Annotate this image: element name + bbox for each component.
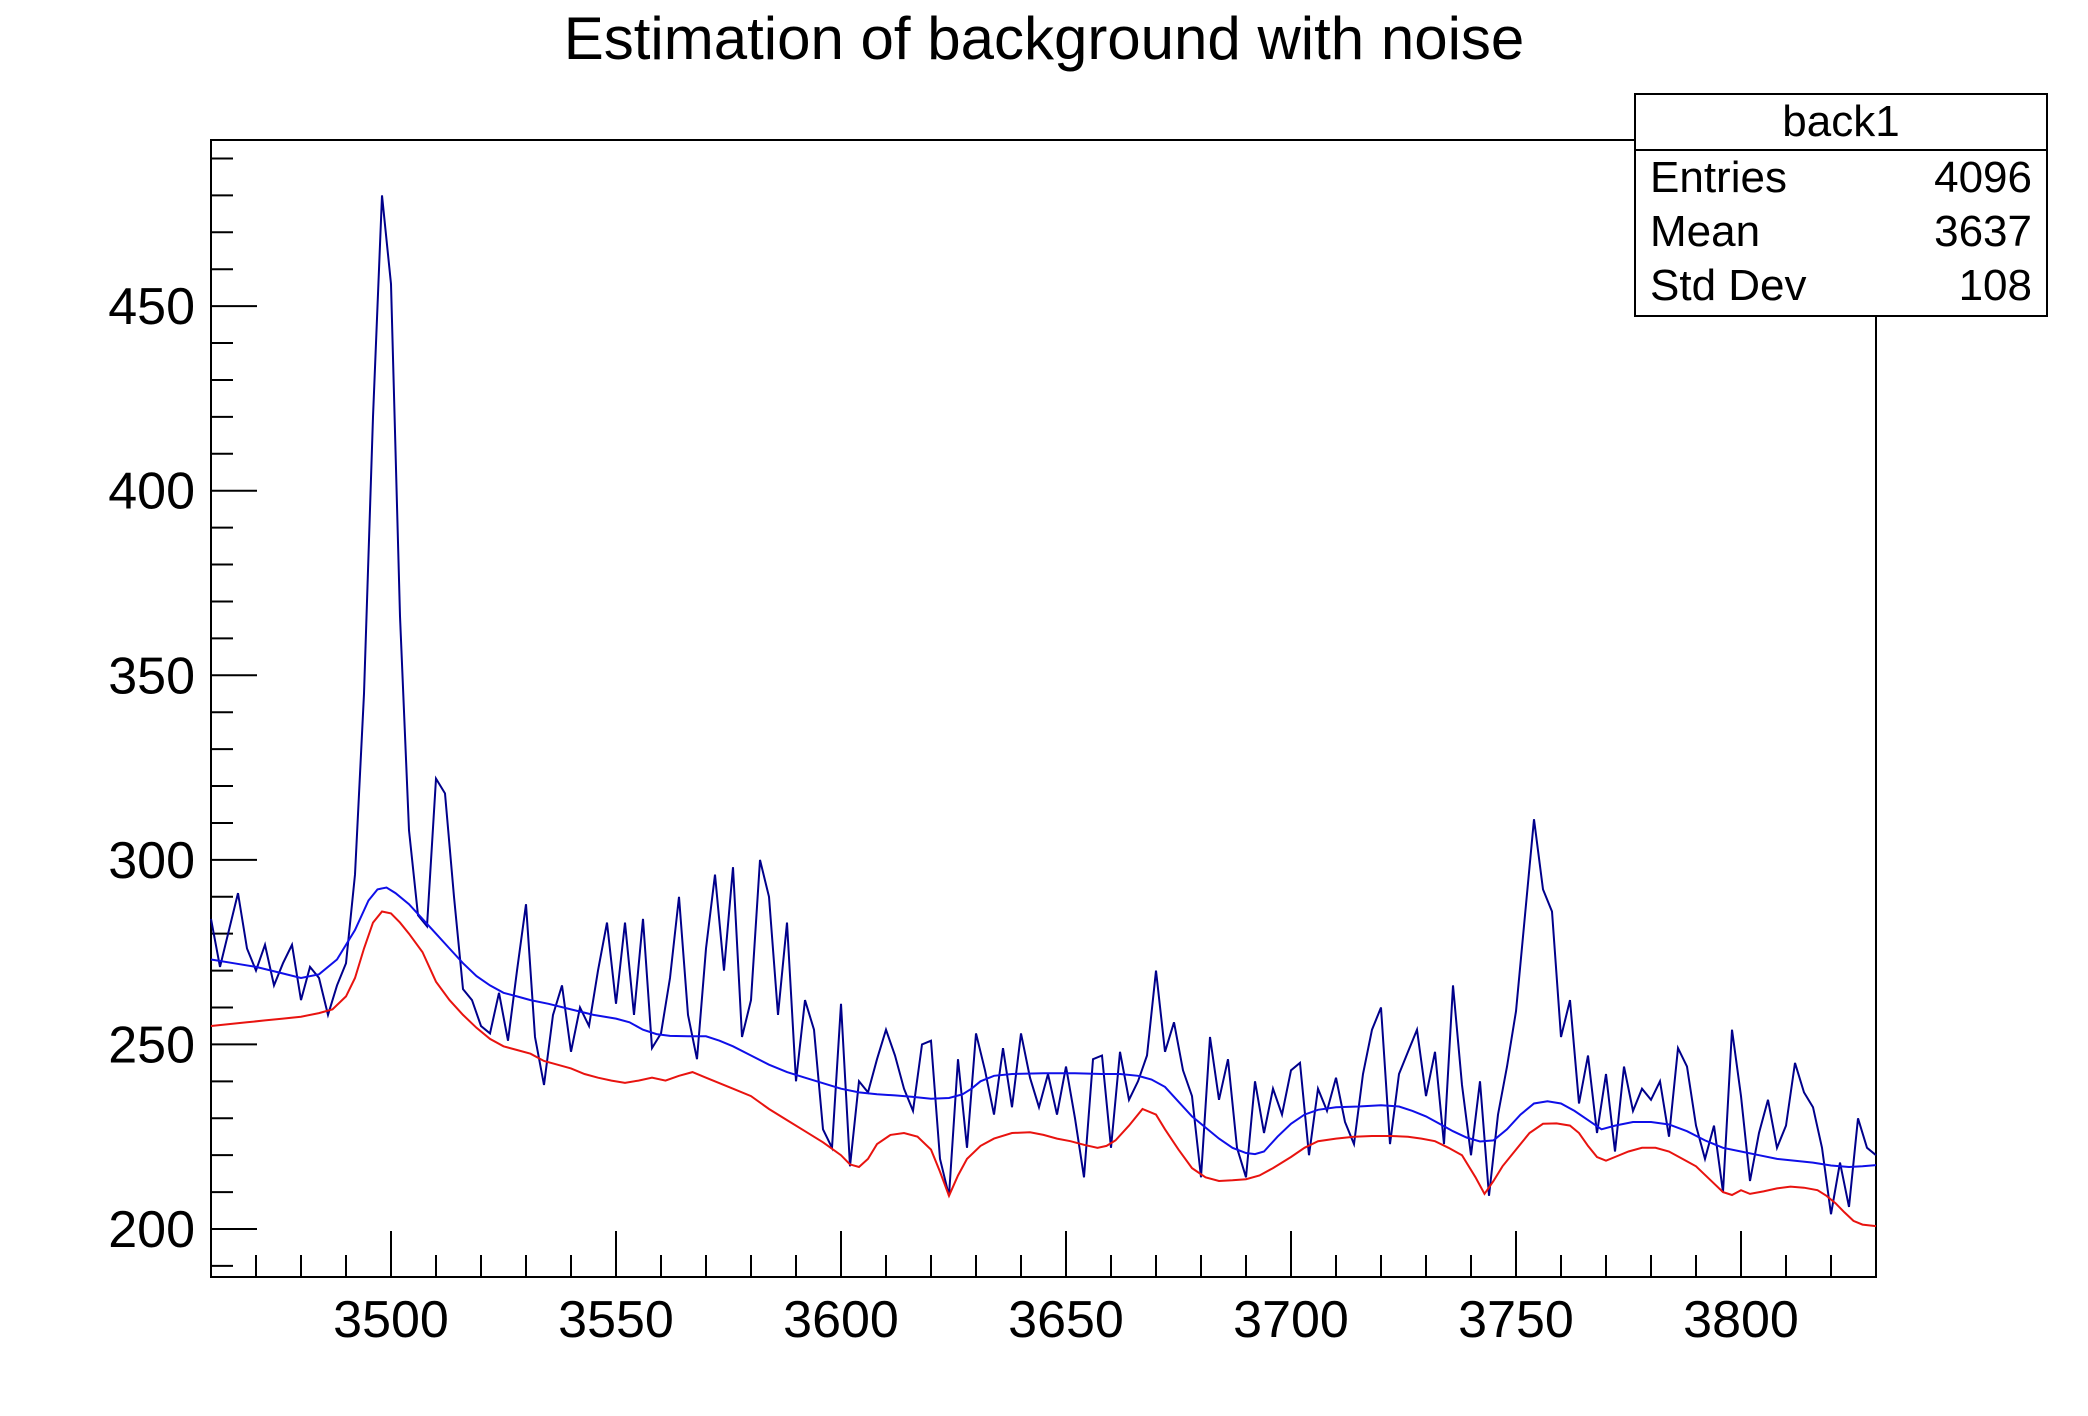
y-tick-label: 400 <box>108 463 195 521</box>
x-tick-label: 3800 <box>1683 1291 1799 1349</box>
x-tick-label: 3600 <box>783 1291 899 1349</box>
stats-box-title: back1 <box>1636 95 2046 151</box>
y-tick-label: 300 <box>108 832 195 890</box>
series-line-smoothed_spectrum <box>210 886 1877 1169</box>
x-tick-label: 3650 <box>1008 1291 1124 1349</box>
y-tick-label: 450 <box>108 278 195 336</box>
stats-label: Entries <box>1650 153 1787 202</box>
stats-value: 3637 <box>1934 207 2032 256</box>
stats-box: back1 Entries 4096 Mean 3637 Std Dev 108 <box>1634 93 2048 317</box>
x-tick-label: 3700 <box>1233 1291 1349 1349</box>
plot-frame <box>210 139 1877 1278</box>
series-line-background_estimate <box>210 910 1877 1228</box>
x-tick-label: 3500 <box>333 1291 449 1349</box>
y-tick-label: 200 <box>108 1201 195 1259</box>
chart-title: Estimation of background with noise <box>563 5 1525 72</box>
x-tick-label: 3750 <box>1458 1291 1574 1349</box>
stats-row-stddev: Std Dev 108 <box>1636 259 2046 313</box>
stats-label: Mean <box>1650 207 1761 256</box>
y-tick-label: 350 <box>108 647 195 705</box>
x-tick-label: 3550 <box>558 1291 674 1349</box>
stats-label: Std Dev <box>1650 261 1807 310</box>
stats-row-mean: Mean 3637 <box>1636 205 2046 259</box>
stats-value: 4096 <box>1934 153 2032 202</box>
stats-row-entries: Entries 4096 <box>1636 151 2046 205</box>
y-tick-label: 250 <box>108 1016 195 1074</box>
stats-value: 108 <box>1958 261 2032 310</box>
series-line-spectrum_with_noise <box>210 195 1877 1215</box>
